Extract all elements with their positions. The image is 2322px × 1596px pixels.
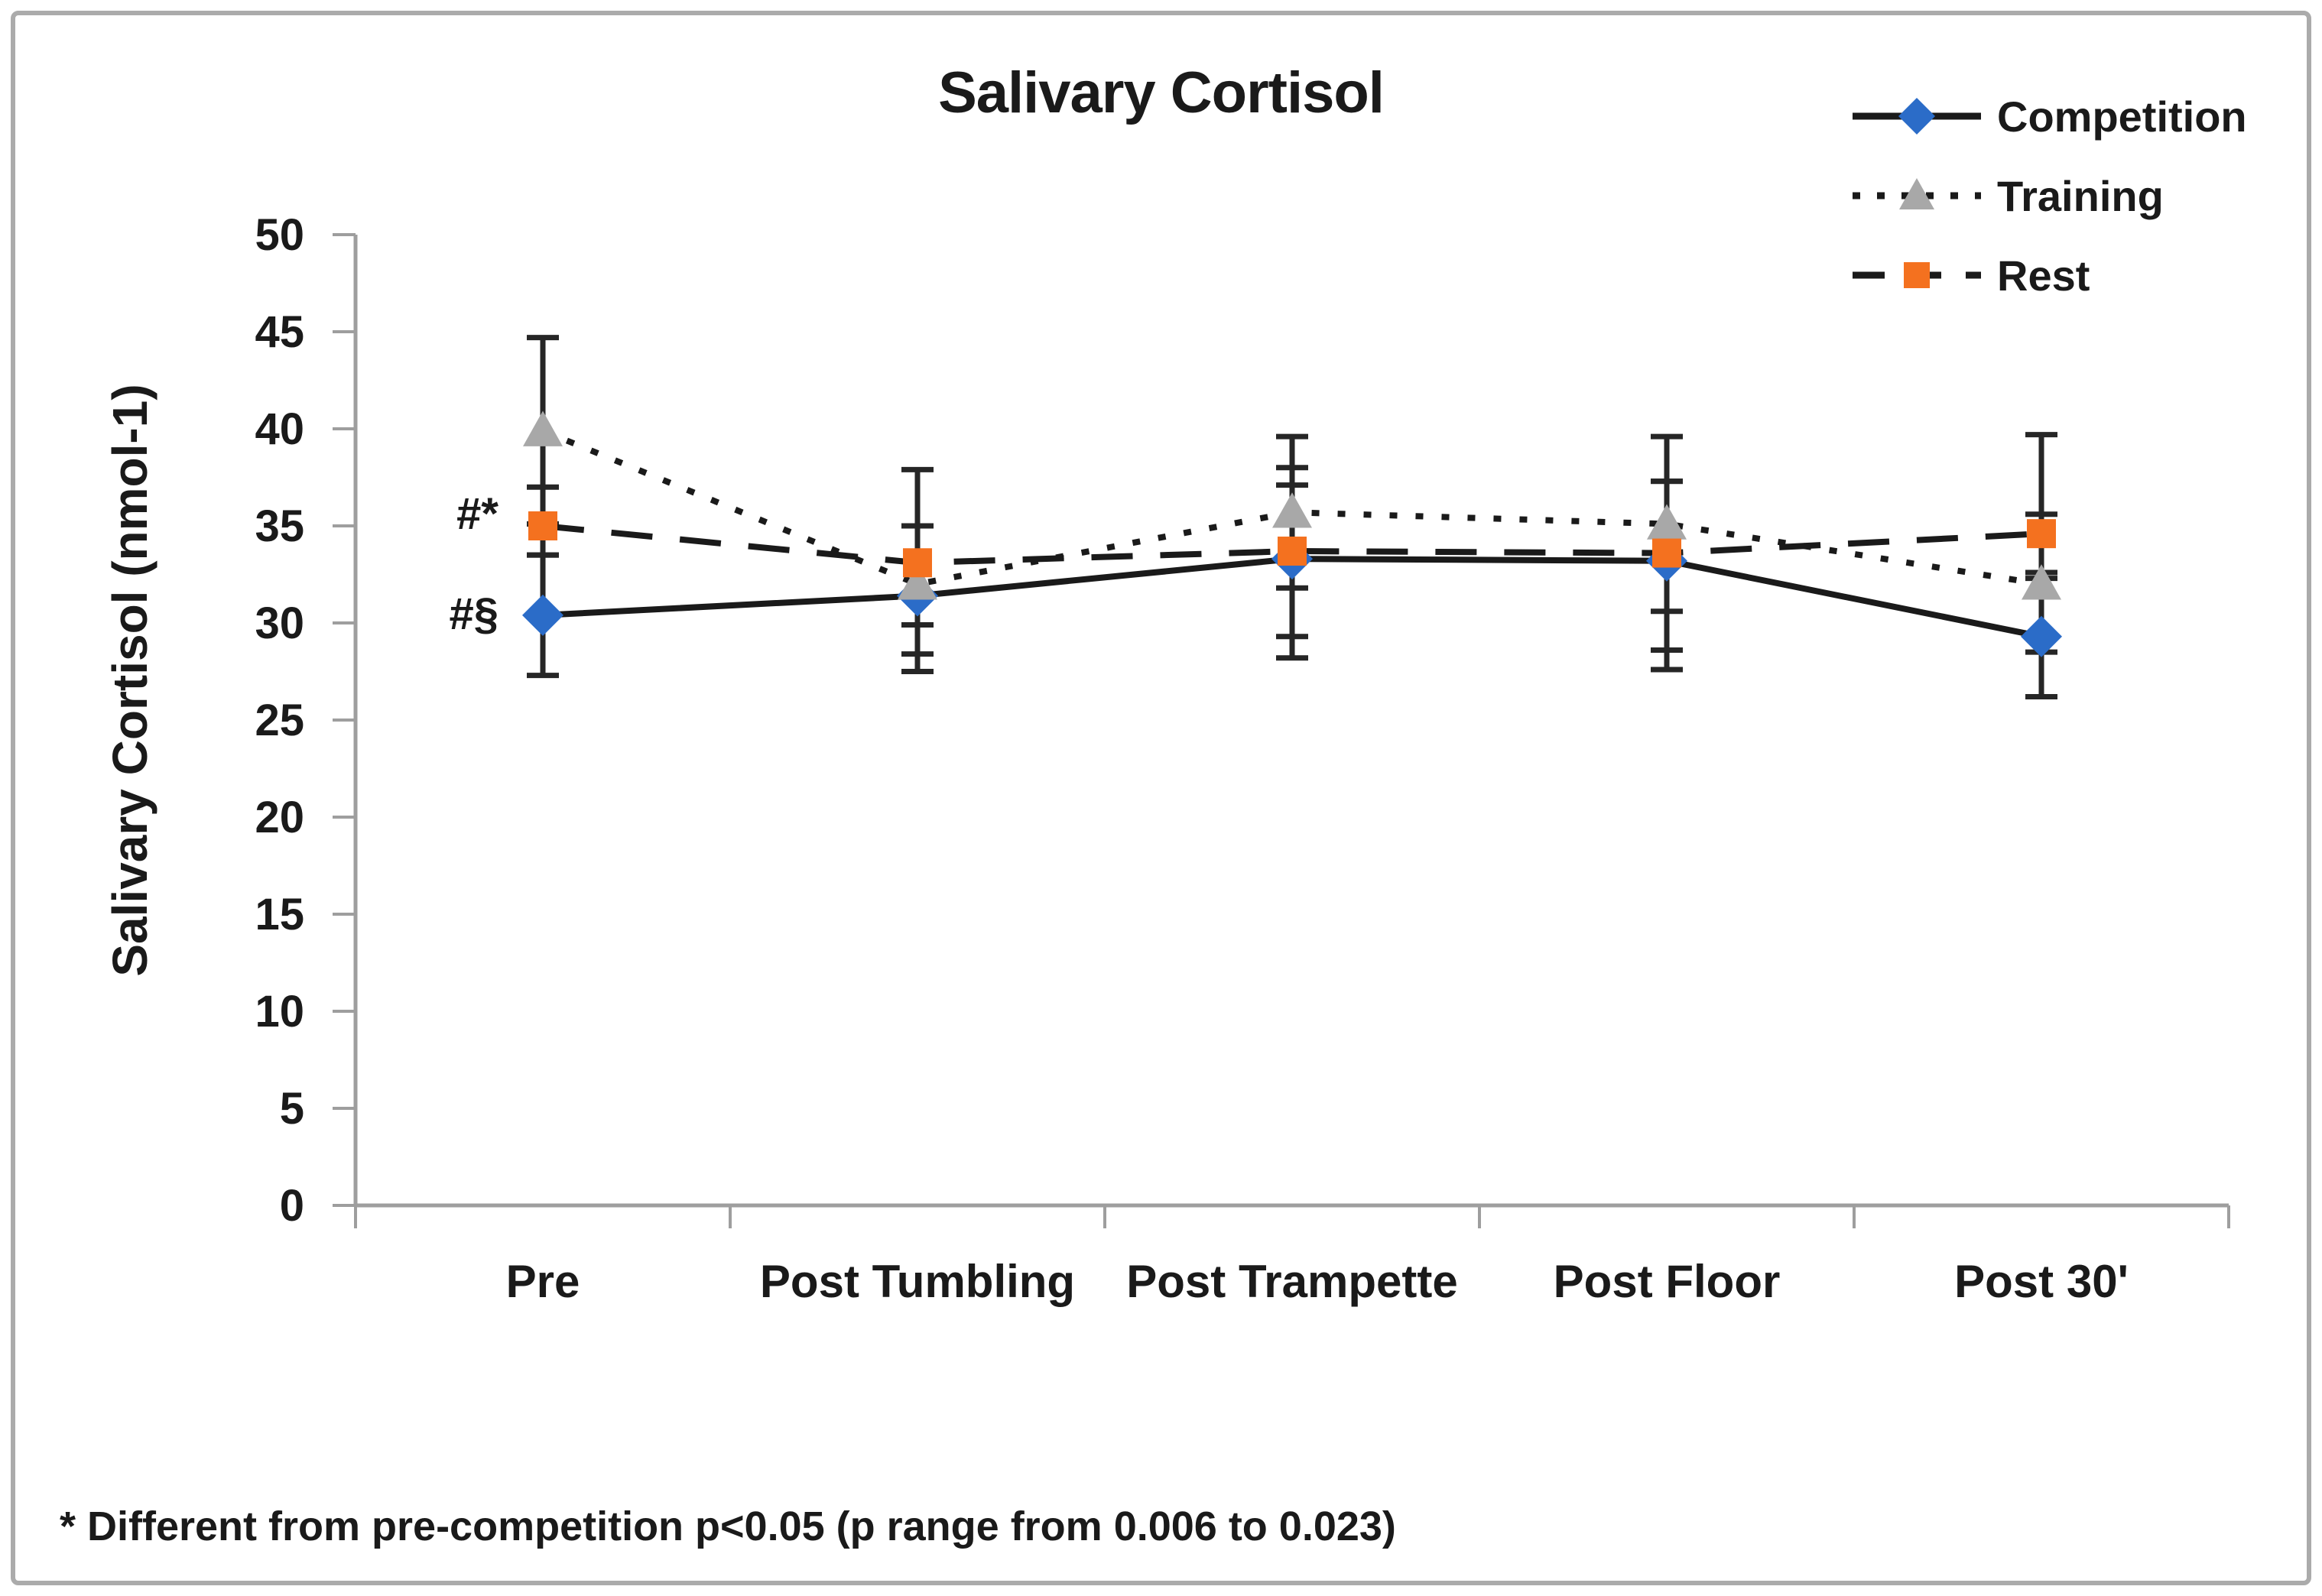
y-tick-label: 20 bbox=[255, 793, 304, 842]
rest-legend-marker-icon bbox=[1904, 262, 1930, 288]
significance-annotation: #§ bbox=[449, 589, 498, 639]
rest-marker-icon bbox=[528, 511, 557, 540]
legend-label-competition: Competition bbox=[1997, 92, 2247, 141]
legend-label-training: Training bbox=[1997, 172, 2164, 220]
legend-item-competition: Competition bbox=[1853, 92, 2247, 141]
competition-marker-icon bbox=[2021, 615, 2062, 657]
x-axis-label-post-floor: Post Floor bbox=[1554, 1256, 1781, 1307]
rest-marker-icon bbox=[1278, 537, 1307, 566]
competition-marker-icon bbox=[522, 594, 563, 636]
x-axis-label-post-tumbling: Post Tumbling bbox=[760, 1256, 1075, 1307]
competition-legend-marker-icon bbox=[1898, 98, 1935, 135]
training-marker-icon bbox=[523, 410, 563, 446]
y-tick-label: 45 bbox=[255, 307, 304, 357]
rest-marker-icon bbox=[1652, 538, 1681, 568]
legend-item-training: Training bbox=[1853, 172, 2164, 220]
significance-annotation: #* bbox=[456, 489, 498, 539]
x-axis-label-post-30-: Post 30' bbox=[1954, 1256, 2129, 1307]
y-tick-label: 10 bbox=[255, 987, 304, 1036]
training-marker-icon bbox=[2022, 564, 2061, 600]
training-marker-icon bbox=[1272, 492, 1312, 528]
training-legend-marker-icon bbox=[1899, 178, 1934, 209]
rest-marker-icon bbox=[2027, 519, 2056, 549]
footnote-asterisk: * Different from pre-competition p<0.05 … bbox=[60, 1504, 1396, 1549]
x-axis-label-post-trampette: Post Trampette bbox=[1126, 1256, 1457, 1307]
training-marker-icon bbox=[898, 564, 937, 600]
legend-label-rest: Rest bbox=[1997, 251, 2090, 300]
y-tick-label: 5 bbox=[280, 1084, 304, 1134]
chart-title: Salivary Cortisol bbox=[938, 60, 1385, 125]
x-axis-label-pre: Pre bbox=[506, 1256, 580, 1307]
y-tick-label: 25 bbox=[255, 696, 304, 745]
y-tick-label: 15 bbox=[255, 890, 304, 939]
footnotes-block: * Different from pre-competition p<0.05 … bbox=[60, 1370, 1552, 1596]
y-tick-label: 0 bbox=[280, 1181, 304, 1231]
y-tick-label: 50 bbox=[255, 210, 304, 260]
training-marker-icon bbox=[1647, 504, 1687, 540]
y-tick-label: 30 bbox=[255, 598, 304, 648]
rest-marker-icon bbox=[903, 548, 932, 578]
y-tick-label: 35 bbox=[255, 501, 304, 551]
legend-item-rest: Rest bbox=[1853, 251, 2090, 300]
y-tick-label: 40 bbox=[255, 404, 304, 454]
series-line-rest bbox=[542, 523, 2042, 566]
